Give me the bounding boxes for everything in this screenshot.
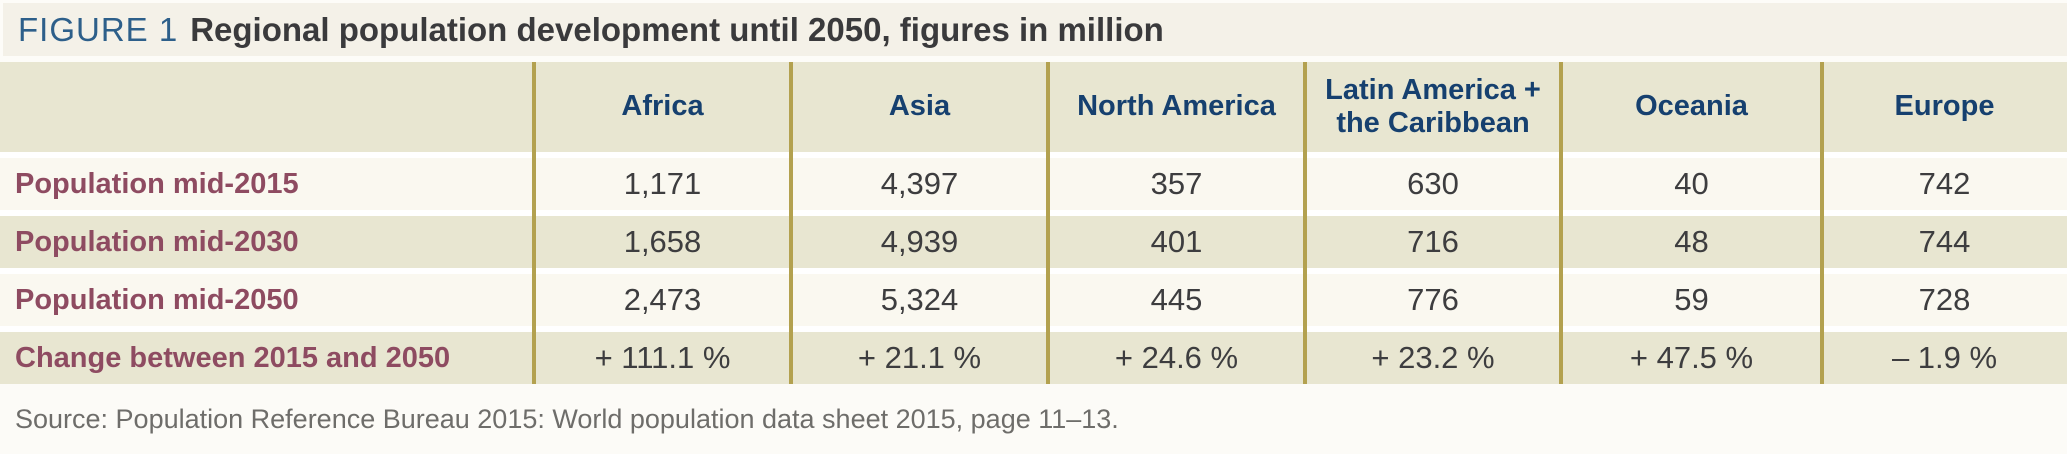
cell-2030-asia: 4,939 [791,216,1048,268]
table-row: Change between 2015 and 2050 + 111.1 % +… [0,332,2067,384]
table-row: Population mid-2050 2,473 5,324 445 776 … [0,274,2067,326]
row-label-population-mid-2050: Population mid-2050 [0,274,534,326]
column-divider [1303,62,1307,384]
source-citation: Source: Population Reference Bureau 2015… [15,403,1119,434]
cell-2050-africa: 2,473 [534,274,791,326]
cell-2015-africa: 1,171 [534,158,791,210]
cell-2030-africa: 1,658 [534,216,791,268]
column-header-oceania: Oceania [1561,62,1822,152]
cell-2050-europe: 728 [1822,274,2067,326]
cell-2030-latin-america: 716 [1305,216,1561,268]
column-header-asia: Asia [791,62,1048,152]
cell-change-asia: + 21.1 % [791,332,1048,384]
cell-change-oceania: + 47.5 % [1561,332,1822,384]
column-divider [789,62,793,384]
cell-2050-asia: 5,324 [791,274,1048,326]
corner-cell [0,62,534,152]
column-divider [1046,62,1050,384]
row-label-change-2015-2050: Change between 2015 and 2050 [0,332,534,384]
source-band: Source: Population Reference Bureau 2015… [0,384,2067,454]
cell-2050-north-america: 445 [1048,274,1305,326]
cell-change-europe: – 1.9 % [1822,332,2067,384]
column-header-latin-america-caribbean: Latin America + the Caribbean [1305,62,1561,152]
cell-2050-latin-america: 776 [1305,274,1561,326]
cell-2015-latin-america: 630 [1305,158,1561,210]
row-label-population-mid-2030: Population mid-2030 [0,216,534,268]
column-header-europe: Europe [1822,62,2067,152]
cell-2030-oceania: 48 [1561,216,1822,268]
column-divider [532,62,536,384]
cell-change-north-america: + 24.6 % [1048,332,1305,384]
cell-2015-oceania: 40 [1561,158,1822,210]
table-row: Population mid-2030 1,658 4,939 401 716 … [0,216,2067,268]
cell-2050-oceania: 59 [1561,274,1822,326]
figure-number-label: FIGURE 1 [18,10,179,48]
row-label-population-mid-2015: Population mid-2015 [0,158,534,210]
population-table: Africa Asia North America Latin America … [0,62,2067,384]
cell-2015-asia: 4,397 [791,158,1048,210]
cell-2030-europe: 744 [1822,216,2067,268]
cell-2015-europe: 742 [1822,158,2067,210]
figure-title: Regional population development until 20… [190,10,1164,48]
column-header-africa: Africa [534,62,791,152]
column-header-north-america: North America [1048,62,1305,152]
column-divider [1559,62,1563,384]
table-header-row: Africa Asia North America Latin America … [0,62,2067,152]
cell-2030-north-america: 401 [1048,216,1305,268]
table-row: Population mid-2015 1,171 4,397 357 630 … [0,158,2067,210]
cell-2015-north-america: 357 [1048,158,1305,210]
cell-change-latin-america: + 23.2 % [1305,332,1561,384]
cell-change-africa: + 111.1 % [534,332,791,384]
figure-title-band: FIGURE 1 Regional population development… [3,3,2067,56]
column-divider [1820,62,1824,384]
